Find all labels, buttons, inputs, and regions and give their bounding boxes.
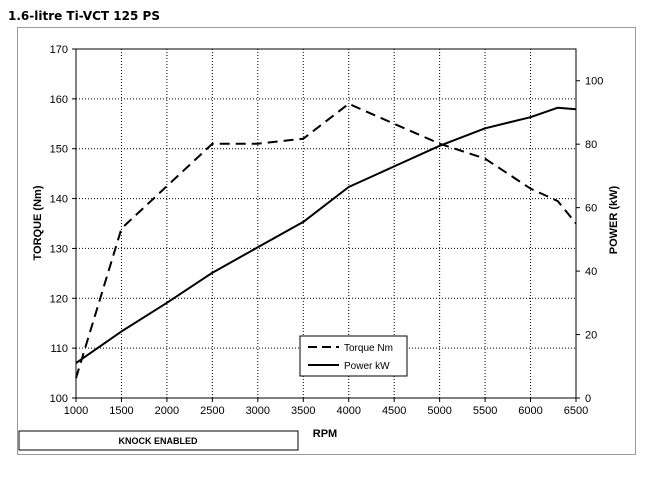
y-tick-label: 130	[50, 243, 68, 255]
y-axis-title: TORQUE (Nm)	[32, 185, 44, 260]
knock-box	[18, 430, 299, 451]
x-tick-label: 5000	[427, 405, 451, 417]
y2-tick-label: 40	[585, 266, 597, 278]
y2-tick-label: 80	[585, 139, 597, 151]
x-tick-label: 1500	[109, 405, 133, 417]
legend-label-torque: Torque Nm	[344, 343, 393, 354]
tick-labels: 1000 1500 2000 2500 3000 3500 4000 4500 5000 5500…	[50, 44, 604, 417]
knock-label: KNOCK ENABLED	[118, 436, 198, 446]
x-tick-label: 6000	[518, 405, 542, 417]
y-tick-label: 140	[50, 194, 68, 206]
y-tick-label: 170	[50, 44, 68, 56]
power-series-line	[75, 106, 577, 364]
x-tick-label: 3500	[291, 405, 315, 417]
x-tick-label: 2000	[155, 405, 179, 417]
legend-box	[299, 335, 408, 377]
chart-frame	[17, 27, 636, 455]
y2-axis-title: POWER (kW)	[608, 185, 620, 254]
y-tick-label: 150	[50, 144, 68, 156]
y2-tick-label: 60	[585, 203, 597, 215]
x-tick-label: 4000	[336, 405, 360, 417]
y-tick-label: 160	[50, 94, 68, 106]
page-title: 1.6-litre Ti-VCT 125 PS	[8, 9, 160, 23]
legend-label-power: Power kW	[344, 361, 390, 372]
x-tick-label: 3000	[246, 405, 270, 417]
y2-tick-label: 20	[585, 330, 597, 342]
x-tick-label: 5500	[473, 405, 497, 417]
knock-status-box: KNOCK ENABLED	[18, 430, 299, 451]
y-tick-label: 100	[50, 393, 68, 405]
x-tick-label: 6500	[564, 405, 588, 417]
x-tick-label: 2500	[200, 405, 224, 417]
y-tick-label: 120	[50, 293, 68, 305]
y2-tick-label: 100	[585, 76, 603, 88]
torque-series-line	[75, 102, 577, 379]
x-tick-label: 1000	[64, 405, 88, 417]
y-tick-label: 110	[50, 343, 68, 355]
y2-tick-label: 0	[585, 393, 591, 405]
series-lines	[75, 102, 577, 379]
x-axis-title: RPM	[313, 428, 337, 440]
x-tick-label: 4500	[382, 405, 406, 417]
legend: Torque Nm Power kW	[299, 335, 408, 377]
